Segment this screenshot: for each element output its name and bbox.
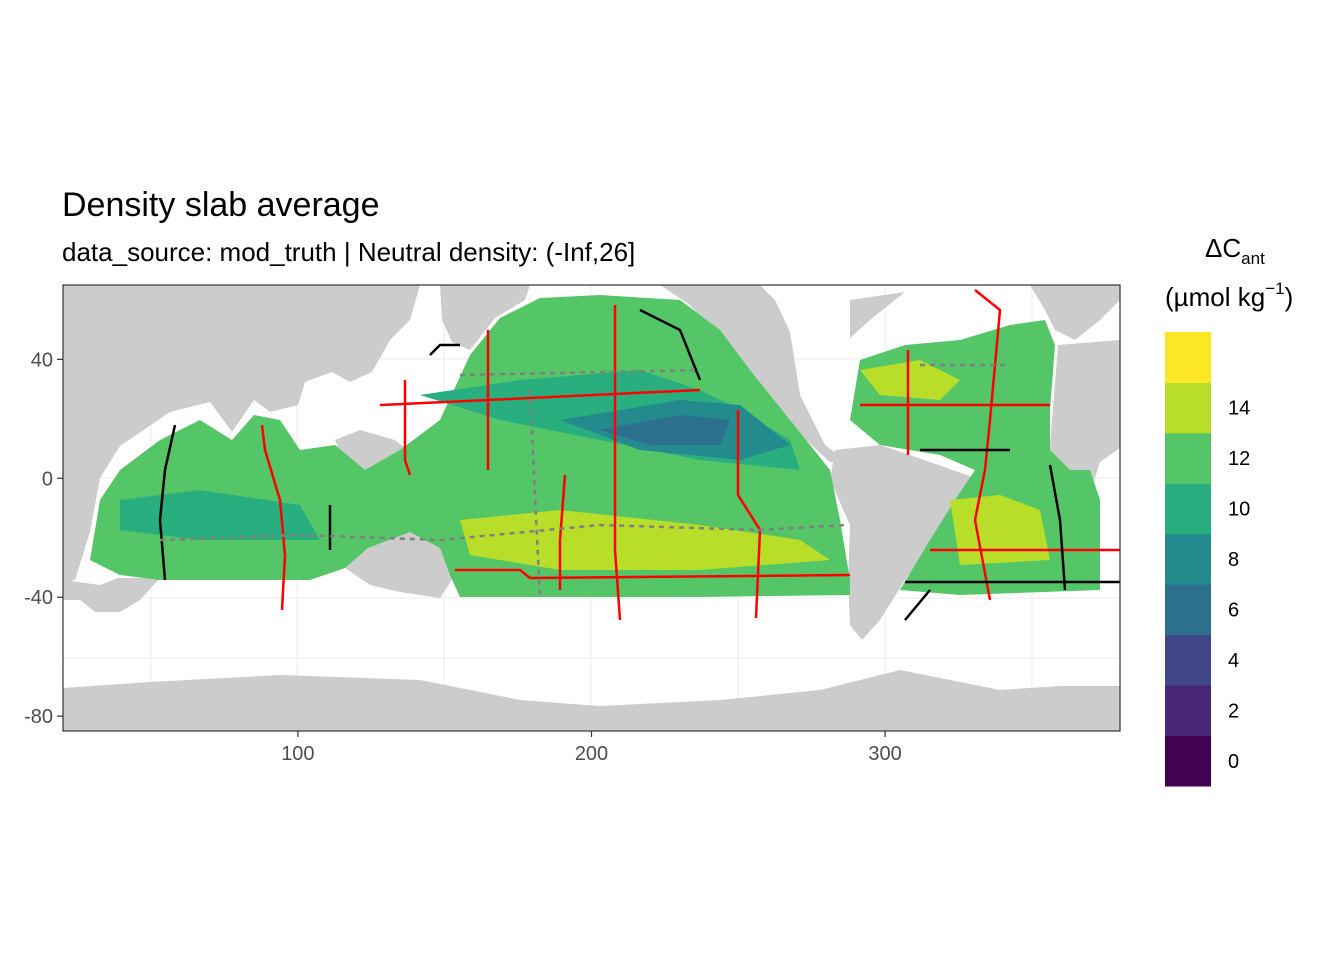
- legend-bin: [1165, 584, 1211, 636]
- plot-subtitle: data_source: mod_truth | Neutral density…: [62, 237, 636, 267]
- track-black: [158, 424, 177, 581]
- x-axis: 100 200 300: [281, 731, 902, 765]
- track-red: [973, 289, 1002, 601]
- legend-label: 2: [1228, 700, 1239, 722]
- land-europe: [1030, 285, 1120, 340]
- land-south-america: [830, 445, 975, 640]
- track-red: [260, 424, 287, 611]
- track-red: [379, 388, 701, 407]
- legend-label: 12: [1228, 448, 1250, 470]
- y-tick-label: 40: [31, 349, 53, 371]
- x-tick-label: 200: [575, 743, 608, 765]
- land-australia: [345, 530, 455, 598]
- land-eurasia-africa: [63, 285, 420, 582]
- legend-colorbar: [1165, 332, 1211, 787]
- legend-bin: [1165, 533, 1211, 585]
- y-axis: 40 0 -40 -80: [24, 349, 63, 728]
- track-black: [904, 589, 931, 621]
- land-north-america-west: [660, 285, 848, 462]
- legend: ΔCant (µmol kg−1) 0 2 4 6 8 10 12 14: [1165, 233, 1293, 787]
- y-tick-label: -80: [24, 706, 53, 728]
- legend-bin: [1165, 634, 1211, 686]
- legend-label: 6: [1228, 599, 1239, 621]
- track-red: [558, 474, 567, 590]
- land: [63, 285, 1120, 731]
- track-red: [736, 410, 762, 619]
- plot-title: Density slab average: [62, 186, 380, 224]
- y-tick-label: -40: [24, 587, 53, 609]
- legend-title: ΔCant: [1205, 233, 1265, 268]
- y-tick-label: 0: [42, 468, 53, 490]
- legend-label: 14: [1228, 398, 1250, 420]
- legend-bin: [1165, 382, 1211, 434]
- field-indian-mid: [120, 490, 320, 540]
- x-tick-label: 300: [868, 743, 901, 765]
- land-canada: [850, 292, 905, 338]
- legend-bin: [1165, 483, 1211, 535]
- legend-label: 8: [1228, 549, 1239, 571]
- legend-labels: 0 2 4 6 8 10 12 14: [1228, 398, 1250, 773]
- field-n-pacific-lowest: [600, 415, 730, 445]
- land-northeast-asia: [440, 285, 530, 350]
- track-red: [613, 305, 622, 621]
- land-antarctica: [63, 670, 1120, 731]
- track-red: [455, 568, 851, 580]
- track-grey: [459, 368, 701, 377]
- field-n-atlantic-high: [860, 360, 960, 400]
- track-red: [403, 380, 412, 476]
- track-black: [429, 343, 460, 356]
- cruise-tracks: [158, 289, 1120, 621]
- legend-bin: [1165, 735, 1211, 787]
- x-tick-label: 100: [281, 743, 314, 765]
- track-black: [1048, 464, 1067, 591]
- legend-label: 10: [1228, 499, 1250, 521]
- land-southern-africa: [63, 578, 160, 612]
- legend-label: 4: [1228, 650, 1239, 672]
- legend-bin: [1165, 432, 1211, 484]
- field-s-pacific-high: [460, 510, 830, 570]
- track-grey: [159, 523, 846, 542]
- legend-bin: [1165, 332, 1211, 383]
- map-panel: [62, 284, 1121, 732]
- track-black: [639, 308, 702, 381]
- field-s-atlantic-high: [950, 495, 1050, 565]
- legend-bin: [1165, 685, 1211, 737]
- legend-unit: (µmol kg−1): [1165, 279, 1293, 312]
- legend-label: 0: [1228, 751, 1239, 773]
